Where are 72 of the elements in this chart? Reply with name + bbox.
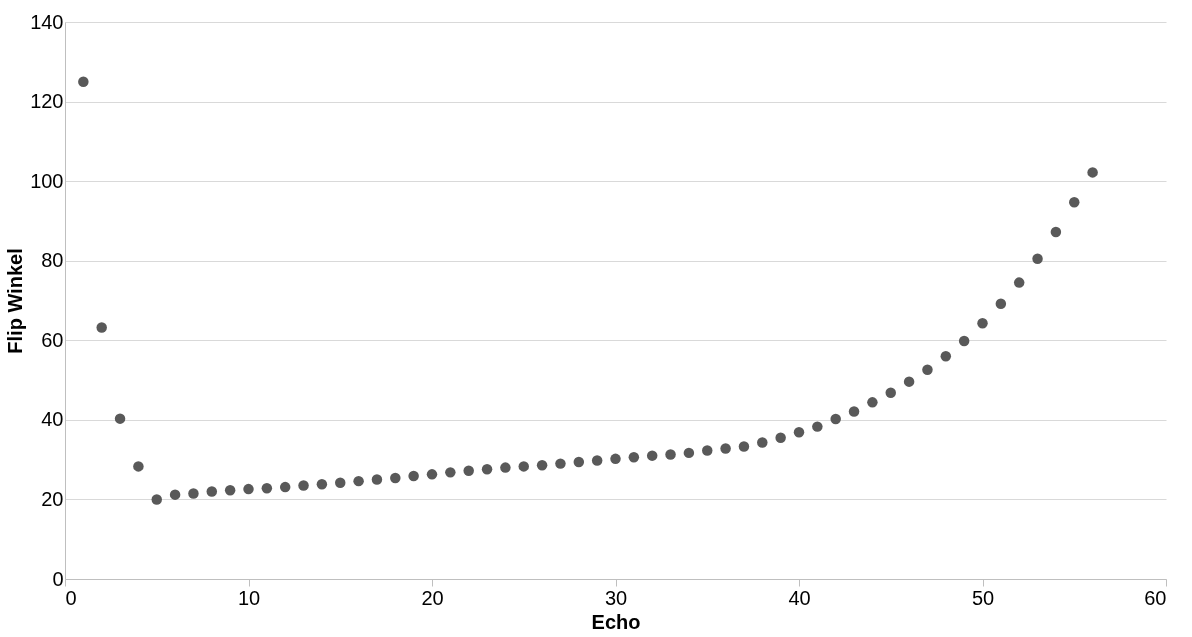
point: [78, 76, 89, 87]
point: [463, 465, 474, 477]
point: [445, 467, 456, 478]
point: [646, 450, 658, 461]
point: [848, 406, 860, 417]
point: [96, 322, 107, 333]
y-tick-label: 120: [30, 90, 64, 113]
point: [536, 459, 548, 471]
point: [903, 376, 915, 387]
point: [298, 480, 309, 491]
point: [995, 298, 1007, 309]
x-tick-label: 40: [788, 586, 811, 609]
point: [665, 449, 676, 460]
point: [940, 350, 952, 362]
point: [958, 335, 970, 347]
point: [720, 443, 731, 454]
x-tick-label: 10: [237, 586, 261, 609]
point: [279, 481, 291, 493]
x-tick-label: 50: [971, 586, 995, 609]
point: [408, 470, 419, 482]
point: [518, 461, 529, 472]
point: [261, 483, 273, 494]
point: [628, 452, 640, 463]
point: [353, 475, 364, 487]
y-tick-label: 40: [41, 408, 64, 431]
point: [885, 387, 896, 399]
y-tick-label: 20: [41, 487, 64, 510]
y-tick-label: 60: [41, 328, 64, 351]
y-tick-label: 140: [30, 10, 64, 33]
point: [1050, 226, 1062, 238]
point: [867, 397, 878, 408]
point: [169, 489, 181, 500]
x-tick-label: 30: [604, 586, 628, 609]
point: [133, 461, 144, 472]
point: [426, 469, 438, 480]
point: [812, 421, 823, 432]
point: [977, 317, 988, 329]
x-tick-label: 60: [1144, 586, 1167, 609]
point: [610, 453, 621, 465]
point: [1013, 277, 1025, 288]
point: [1069, 197, 1080, 208]
point: [114, 413, 126, 424]
x-tick-label: 20: [421, 586, 444, 609]
point: [683, 447, 695, 459]
point: [702, 445, 713, 456]
point: [1087, 167, 1098, 178]
y-axis-title: Flip Winkel: [4, 248, 27, 354]
x-axis-title: Echo: [591, 610, 641, 633]
point: [151, 494, 162, 505]
y-tick-label: 0: [52, 567, 64, 590]
y-tick-label: 80: [41, 249, 64, 272]
point: [1032, 253, 1043, 264]
point: [371, 474, 383, 485]
point: [188, 488, 199, 499]
point: [591, 455, 603, 466]
point: [793, 426, 805, 438]
point: [757, 437, 768, 448]
point: [500, 462, 511, 473]
point: [481, 463, 493, 475]
point: [738, 441, 750, 452]
point: [206, 486, 218, 497]
point: [573, 456, 585, 468]
y-tick-label: 100: [30, 169, 64, 192]
point: [830, 413, 841, 425]
point: [224, 485, 236, 496]
point: [335, 477, 346, 488]
point: [555, 458, 566, 469]
point: [316, 479, 328, 490]
point: [243, 483, 254, 495]
point: [775, 432, 786, 443]
point: [922, 364, 933, 375]
point: [390, 472, 401, 484]
